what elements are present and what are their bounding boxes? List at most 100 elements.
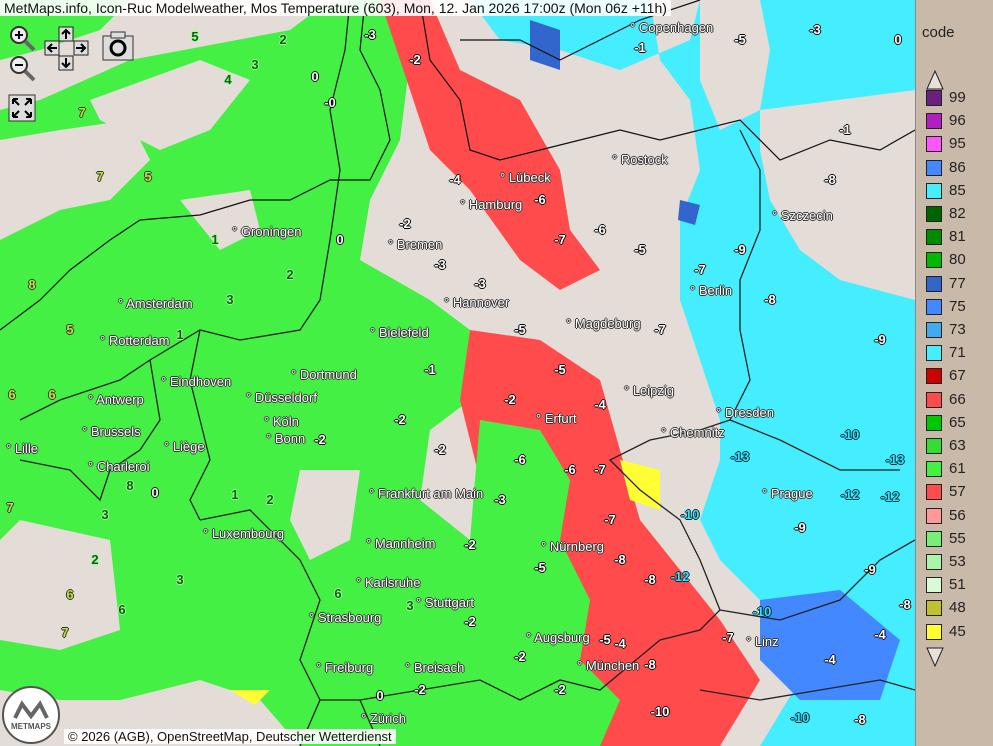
legend-label: 80 bbox=[949, 251, 966, 269]
temperature-label: -0 bbox=[324, 95, 336, 110]
metmaps-logo: METMAPS bbox=[2, 686, 60, 744]
temperature-label: -2 bbox=[464, 537, 476, 552]
legend-swatch-86 bbox=[926, 159, 942, 176]
temperature-label: -2 bbox=[414, 682, 426, 697]
temperature-label: 8 bbox=[126, 478, 134, 493]
temperature-label: -7 bbox=[654, 322, 666, 337]
temperature-label: -2 bbox=[554, 682, 566, 697]
legend-label: 73 bbox=[949, 321, 966, 338]
legend-arrow-down bbox=[926, 647, 944, 667]
temperature-label: -10 bbox=[680, 507, 700, 522]
temperature-label: 1 bbox=[211, 232, 219, 247]
temperature-label: -8 bbox=[854, 712, 866, 727]
temperature-label: -8 bbox=[764, 292, 776, 307]
temperature-label: 2 bbox=[91, 552, 99, 567]
legend-swatch-96 bbox=[926, 113, 942, 130]
blue-snow-patches bbox=[530, 20, 900, 700]
temperature-label: -2 bbox=[514, 649, 526, 664]
temperature-label: 7 bbox=[61, 625, 69, 640]
temperature-label: -8 bbox=[824, 172, 836, 187]
legend-label: 96 bbox=[949, 112, 966, 130]
weather-map[interactable]: MetMaps.info, Icon-Ruc Modelweather, Mos… bbox=[0, 0, 915, 746]
city-label: Frankfurt am Main bbox=[369, 486, 483, 501]
legend-swatch-61 bbox=[926, 461, 942, 478]
map-title: MetMaps.info, Icon-Ruc Modelweather, Mos… bbox=[0, 0, 671, 16]
temperature-label: 3 bbox=[176, 572, 184, 587]
temperature-label: 7 bbox=[78, 105, 86, 120]
legend-swatch-66 bbox=[926, 391, 942, 408]
temperature-label: -1 bbox=[634, 40, 646, 55]
city-label: Copenhagen bbox=[630, 20, 713, 35]
city-label: Strasbourg bbox=[309, 610, 382, 625]
temperature-label: -3 bbox=[474, 276, 486, 291]
legend-label: 82 bbox=[949, 205, 966, 222]
temperature-label: -7 bbox=[554, 232, 566, 247]
temperature-label: 2 bbox=[266, 492, 274, 507]
temperature-label: -9 bbox=[734, 242, 746, 257]
cyan-snow-area bbox=[470, 0, 915, 746]
city-label: Dortmund bbox=[291, 367, 357, 382]
temperature-label: -3 bbox=[809, 22, 821, 37]
legend-label: 48 bbox=[949, 599, 966, 617]
fullscreen-icon[interactable] bbox=[8, 94, 36, 127]
temperature-label: -3 bbox=[434, 257, 446, 272]
temperature-label: 6 bbox=[334, 586, 342, 601]
temperature-label: -2 bbox=[409, 52, 421, 67]
city-label: Luxembourg bbox=[203, 526, 284, 541]
city-label: Berlin bbox=[690, 283, 732, 298]
legend-label: 61 bbox=[949, 460, 966, 478]
temperature-label: -6 bbox=[514, 452, 526, 467]
temperature-label: -2 bbox=[464, 614, 476, 629]
temperature-label: 3 bbox=[226, 292, 234, 307]
city-label: Freiburg bbox=[316, 660, 373, 675]
temperature-label: -1 bbox=[839, 122, 851, 137]
temperature-label: -8 bbox=[644, 572, 656, 587]
legend-label: 65 bbox=[949, 413, 966, 431]
city-label: Hannover bbox=[444, 295, 509, 310]
zoom-out-icon[interactable] bbox=[8, 54, 36, 87]
temperature-label: -3 bbox=[494, 492, 506, 507]
temperature-label: -3 bbox=[364, 27, 376, 42]
temperature-label: 3 bbox=[101, 507, 109, 522]
city-label: München bbox=[577, 658, 639, 673]
temperature-label: -2 bbox=[314, 432, 326, 447]
legend-swatch-81 bbox=[926, 229, 942, 246]
city-label: Amsterdam bbox=[118, 296, 192, 311]
temperature-label: -4 bbox=[449, 172, 461, 187]
temperature-label: -5 bbox=[734, 32, 746, 47]
pan-arrows-icon[interactable] bbox=[44, 26, 90, 77]
legend-swatch-80 bbox=[926, 252, 942, 269]
temperature-label: -10 bbox=[790, 710, 810, 725]
legend-label: 56 bbox=[949, 506, 966, 524]
legend-label: 71 bbox=[949, 344, 966, 362]
zoom-in-icon[interactable] bbox=[8, 24, 36, 57]
legend-label: 85 bbox=[949, 181, 966, 199]
city-label: Prague bbox=[762, 486, 813, 501]
legend-swatch-57 bbox=[926, 484, 942, 501]
legend-label: 55 bbox=[949, 529, 966, 547]
city-label: Bielefeld bbox=[370, 325, 429, 340]
borders bbox=[19, 0, 915, 746]
city-label: Leipzig bbox=[624, 383, 674, 398]
legend-swatch-53 bbox=[926, 554, 942, 570]
temperature-label: 5 bbox=[144, 169, 152, 184]
temperature-label: 5 bbox=[66, 322, 74, 337]
temperature-label: 6 bbox=[8, 387, 16, 402]
legend-swatch-51 bbox=[926, 577, 942, 594]
temperature-label: 5 bbox=[191, 29, 199, 44]
legend-label: 45 bbox=[949, 622, 966, 640]
legend-label: 63 bbox=[949, 437, 966, 454]
legend-title: code bbox=[922, 24, 955, 41]
temperature-label: -6 bbox=[594, 222, 606, 237]
legend-label: 77 bbox=[949, 274, 966, 292]
camera-icon[interactable] bbox=[102, 31, 134, 66]
city-label: Nürnberg bbox=[541, 539, 604, 554]
legend-panel: code 99 96 95 86 85 82 81 80 77 75 73 71 67 66 65 63 61 5… bbox=[915, 0, 993, 746]
city-label: Lille bbox=[6, 441, 38, 456]
temperature-label: 1 bbox=[231, 487, 239, 502]
city-label: Erfurt bbox=[536, 411, 577, 426]
temperature-label: 8 bbox=[28, 277, 36, 292]
city-label: Augsburg bbox=[526, 630, 590, 645]
legend-label: 86 bbox=[949, 158, 966, 176]
temperature-label: 0 bbox=[311, 69, 319, 84]
